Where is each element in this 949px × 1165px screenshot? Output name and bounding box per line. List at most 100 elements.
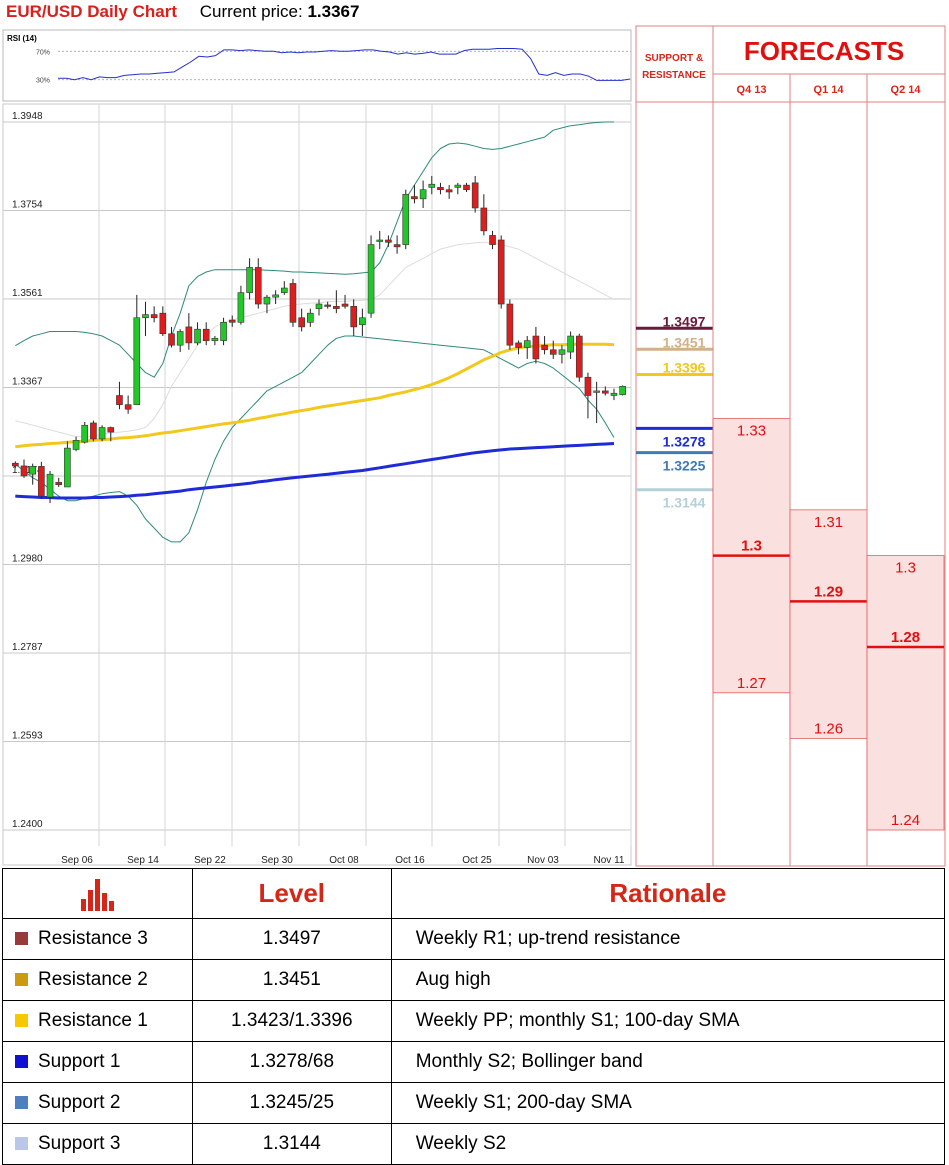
level-name: Support 2 [38, 1092, 121, 1113]
x-tick-label: Nov 03 [527, 855, 559, 866]
sma100-line [15, 342, 615, 449]
rsi-panel: RSI (14) 70% 30% [2, 29, 632, 102]
bar-chart-icon [81, 878, 115, 911]
candle [220, 317, 227, 346]
bollinger-middle-line [15, 241, 615, 438]
sr-level-label: 1.3497 [663, 313, 706, 329]
candle-body [46, 473, 54, 498]
candle [610, 388, 618, 401]
candle-body [376, 239, 384, 242]
candle [263, 294, 271, 314]
plot-frame [2, 103, 632, 866]
candle [541, 336, 548, 355]
candle [367, 235, 375, 318]
sr-frame [635, 25, 714, 867]
sma200-line [15, 442, 615, 500]
candle-body [350, 306, 358, 328]
candle-body [124, 404, 132, 410]
candle [480, 194, 488, 236]
candle [376, 230, 384, 250]
candle-body [280, 287, 288, 293]
candle-body [584, 376, 592, 396]
candle-body [602, 390, 609, 394]
level-color-swatch [15, 1096, 28, 1109]
candle-body [324, 304, 331, 307]
table-icon-cell [2, 868, 193, 919]
candle-body [185, 326, 193, 344]
candle [350, 299, 358, 337]
y-tick-label: 1.3948 [12, 111, 43, 122]
candle [497, 235, 505, 309]
sr-header-line1: SUPPORT & [645, 53, 703, 64]
fc-range-box [866, 555, 945, 831]
y-tick-label: 1.3561 [12, 288, 43, 299]
candle [133, 294, 141, 405]
chart-title: EUR/USD Daily Chart [6, 2, 177, 21]
x-tick-label: Oct 25 [462, 855, 492, 866]
rsi-line [58, 48, 631, 81]
y-tick-label: 1.2787 [12, 642, 43, 653]
level-rationale: Monthly S2; Bollinger band [390, 1041, 946, 1083]
y-tick-label: 1.3754 [12, 200, 43, 211]
candle [515, 340, 522, 355]
candle-body [393, 244, 401, 248]
candle [619, 385, 626, 396]
candle-body [506, 303, 514, 346]
table-row: Support 3 1.3144 Weekly S2 [2, 1123, 946, 1165]
rsi-level-label: 70% [36, 49, 50, 56]
candle [211, 336, 219, 346]
candle [341, 294, 349, 309]
candle [593, 381, 600, 423]
candle [280, 281, 288, 295]
candle-body [428, 183, 436, 188]
fc-col-label: Q4 13 [737, 84, 767, 96]
candle-body [254, 267, 262, 305]
candle [602, 386, 609, 396]
candle-body [289, 283, 297, 323]
candle-body [263, 296, 271, 305]
fc-high-label: 1.31 [814, 514, 843, 531]
candle [159, 306, 167, 337]
candle-body [437, 187, 444, 190]
levels-table: Level Rationale Resistance 3 1.3497 Week… [2, 868, 946, 1165]
candle [20, 459, 28, 478]
rsi-frame [2, 29, 632, 102]
x-tick-label: Sep 06 [61, 855, 93, 866]
candle [428, 175, 436, 195]
level-color-swatch [15, 973, 28, 986]
current-price-label: Current price: [199, 2, 303, 21]
candle-body [593, 390, 600, 393]
candle [185, 313, 193, 350]
y-tick-label: 1.3367 [12, 377, 43, 388]
candle [142, 301, 149, 337]
level-value: 1.3144 [191, 1123, 392, 1165]
candle [523, 336, 531, 359]
table-row: Resistance 2 1.3451 Aug high [2, 959, 946, 1001]
table-header-level: Level [191, 868, 392, 919]
bollinger-lower-line [14, 335, 615, 543]
candle [237, 285, 245, 325]
candle [307, 308, 314, 327]
y-tick-label: 1.3174 [12, 465, 43, 476]
candle-body [176, 331, 184, 346]
candle-body [194, 328, 201, 344]
candle-body [367, 244, 375, 314]
candle [445, 185, 453, 199]
sr-level-label: 1.3278 [663, 433, 706, 449]
candle [575, 333, 583, 382]
sr-level-label: 1.3451 [663, 334, 706, 350]
level-value: 1.3423/1.3396 [191, 1000, 392, 1042]
candle-body [541, 344, 548, 351]
candle-body [12, 462, 19, 467]
candle-body [489, 235, 496, 245]
x-tick-label: Oct 16 [395, 855, 425, 866]
bollinger-upper-line [15, 121, 614, 378]
level-color-swatch [15, 932, 28, 945]
candle [419, 180, 427, 208]
candle-body [411, 196, 418, 200]
candle-body [64, 447, 71, 488]
candle [38, 461, 45, 499]
candle [116, 381, 123, 410]
candle [411, 185, 418, 204]
candle-body [558, 349, 566, 355]
